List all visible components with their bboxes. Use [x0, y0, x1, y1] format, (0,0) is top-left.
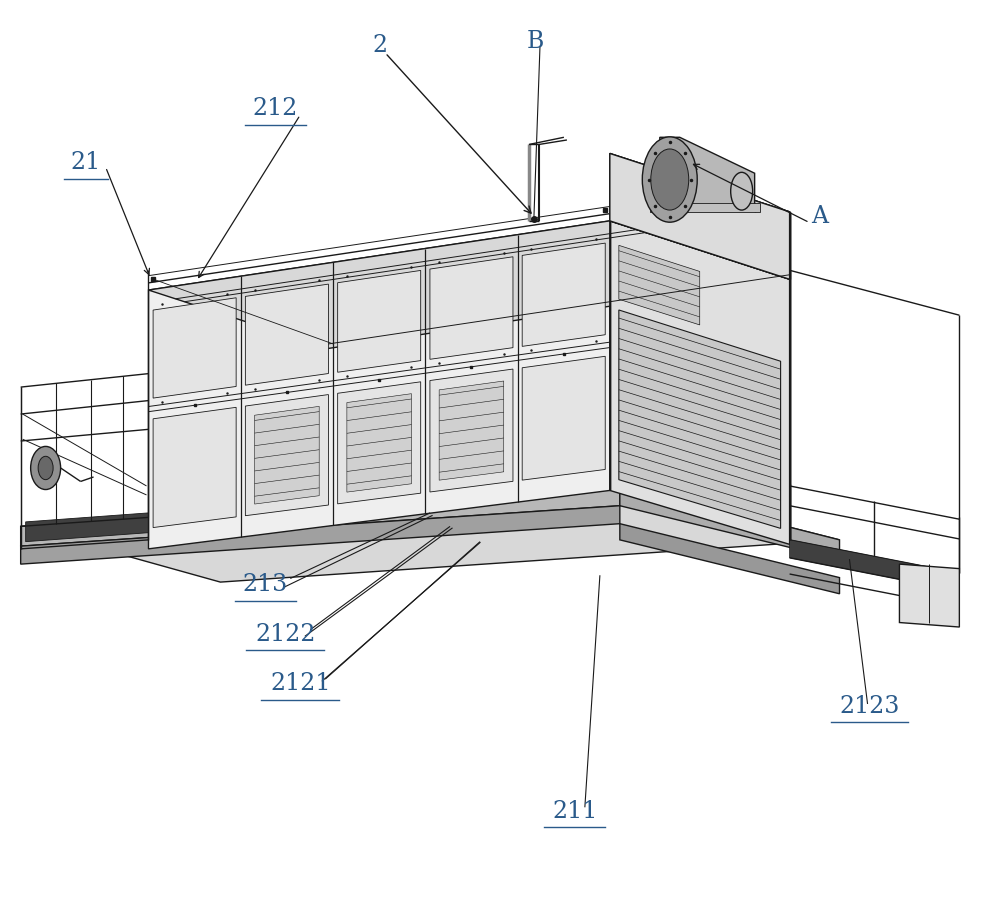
Polygon shape [650, 202, 760, 211]
Text: 21: 21 [70, 151, 101, 174]
Polygon shape [430, 369, 513, 492]
Ellipse shape [642, 137, 697, 222]
Text: 2122: 2122 [255, 623, 316, 645]
Polygon shape [338, 270, 421, 373]
Text: 2123: 2123 [839, 695, 900, 717]
Polygon shape [620, 524, 840, 594]
Polygon shape [148, 220, 610, 549]
Text: 211: 211 [552, 800, 598, 823]
Polygon shape [153, 298, 236, 398]
Polygon shape [21, 484, 840, 582]
Polygon shape [610, 154, 790, 279]
Text: B: B [526, 30, 544, 52]
Text: 212: 212 [253, 97, 298, 120]
Ellipse shape [31, 446, 61, 490]
Ellipse shape [38, 456, 53, 480]
Polygon shape [245, 394, 328, 516]
Polygon shape [610, 154, 790, 279]
Polygon shape [790, 540, 959, 591]
Polygon shape [26, 513, 148, 542]
Polygon shape [522, 356, 605, 480]
Text: 2121: 2121 [270, 672, 331, 695]
Ellipse shape [651, 149, 689, 210]
Polygon shape [153, 408, 236, 527]
Text: A: A [811, 205, 828, 228]
Polygon shape [245, 284, 328, 385]
Polygon shape [619, 310, 781, 528]
Polygon shape [620, 484, 840, 560]
Polygon shape [347, 393, 411, 492]
Polygon shape [148, 220, 790, 348]
Polygon shape [338, 382, 421, 504]
Polygon shape [21, 484, 620, 546]
Polygon shape [610, 220, 790, 544]
Text: 2: 2 [373, 34, 388, 57]
Polygon shape [522, 243, 605, 346]
Text: 213: 213 [243, 573, 288, 597]
Polygon shape [439, 381, 504, 481]
Polygon shape [660, 138, 755, 209]
Polygon shape [430, 256, 513, 359]
Polygon shape [610, 154, 790, 279]
Polygon shape [21, 506, 620, 564]
Ellipse shape [731, 172, 753, 210]
Polygon shape [899, 564, 959, 627]
Polygon shape [619, 246, 700, 325]
Polygon shape [255, 407, 319, 504]
